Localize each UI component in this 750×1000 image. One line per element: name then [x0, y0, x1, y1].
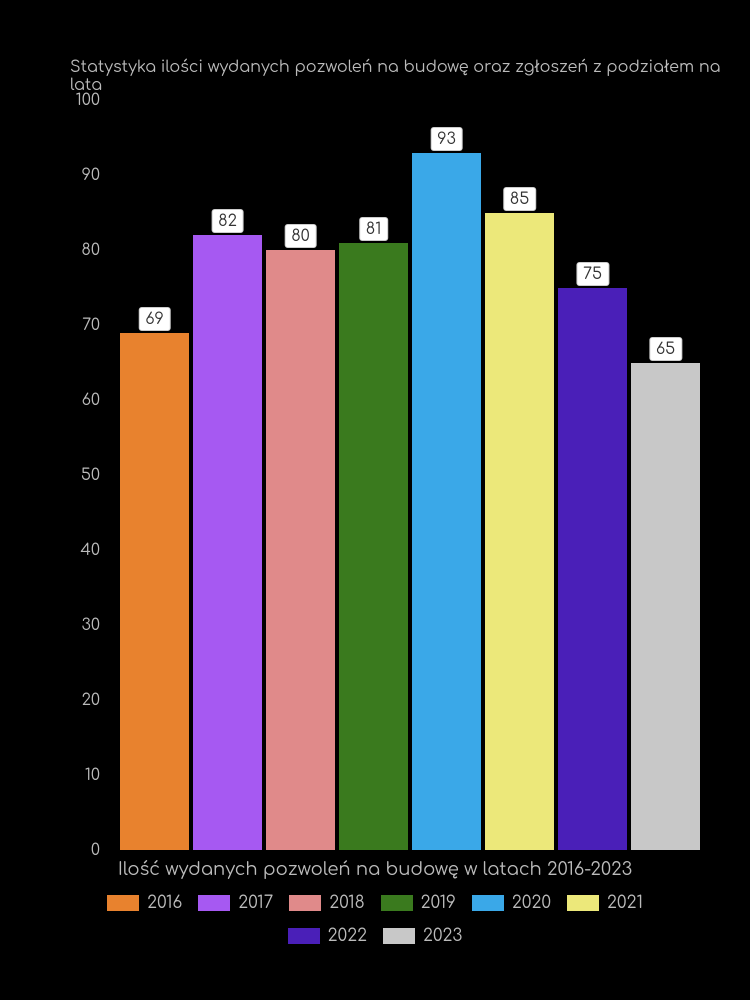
y-tick-label: 70: [82, 316, 100, 334]
legend-swatch: [198, 895, 230, 911]
y-tick-label: 30: [82, 616, 101, 634]
legend-label: 2022: [328, 926, 367, 945]
legend-item-2020: 2020: [472, 893, 551, 912]
y-tick-label: 40: [81, 541, 101, 559]
legend-swatch: [567, 895, 599, 911]
x-axis-label: Ilość wydanych pozwoleń na budowę w lata…: [0, 860, 750, 880]
y-tick-label: 10: [85, 766, 100, 784]
bar-value-label: 82: [211, 209, 244, 233]
bar-value-label: 85: [503, 187, 537, 211]
bar-value-label: 93: [430, 127, 463, 151]
legend-label: 2023: [423, 926, 462, 945]
bar-2021: 85: [485, 213, 554, 851]
bar-2019: 81: [339, 243, 408, 851]
chart-title: Statystyka ilości wydanych pozwoleń na b…: [70, 58, 750, 94]
y-tick-label: 90: [82, 166, 100, 184]
y-tick-label: 0: [91, 841, 100, 859]
bars-group: 6982808193857565: [110, 100, 710, 850]
y-tick-label: 60: [82, 391, 100, 409]
legend-item-2017: 2017: [198, 893, 273, 912]
legend-swatch: [472, 895, 504, 911]
y-axis: 0102030405060708090100: [60, 100, 110, 850]
legend-label: 2019: [421, 893, 456, 912]
legend-item-2018: 2018: [289, 893, 364, 912]
plot-area: 0102030405060708090100 6982808193857565: [110, 100, 710, 850]
bar-2022: 75: [558, 288, 627, 851]
bar-value-label: 80: [284, 224, 317, 248]
bar-value-label: 75: [576, 262, 609, 286]
bar-2020: 93: [412, 153, 481, 851]
y-tick-label: 20: [82, 691, 100, 709]
legend-swatch: [288, 928, 320, 944]
legend-label: 2018: [329, 893, 364, 912]
legend-item-2019: 2019: [381, 893, 456, 912]
legend-swatch: [107, 895, 139, 911]
bar-2023: 65: [631, 363, 700, 851]
bar-value-label: 65: [649, 337, 682, 361]
legend-label: 2020: [512, 893, 551, 912]
legend-label: 2017: [238, 893, 273, 912]
bar-2016: 69: [120, 333, 189, 851]
legend-item-2023: 2023: [383, 926, 462, 945]
legend: 2016 2017 2018 2019 2020 2021 2022 2023: [0, 893, 750, 945]
bar-2018: 80: [266, 250, 335, 850]
legend-swatch: [289, 895, 321, 911]
y-tick-label: 80: [81, 241, 100, 259]
bar-value-label: 81: [359, 217, 389, 241]
legend-label: 2021: [607, 893, 643, 912]
legend-swatch: [383, 928, 415, 944]
y-tick-label: 50: [81, 466, 100, 484]
legend-item-2016: 2016: [107, 893, 182, 912]
bar-value-label: 69: [138, 307, 171, 331]
legend-item-2021: 2021: [567, 893, 643, 912]
legend-label: 2016: [147, 893, 182, 912]
y-tick-label: 100: [76, 91, 100, 109]
legend-swatch: [381, 895, 413, 911]
legend-item-2022: 2022: [288, 926, 367, 945]
bar-2017: 82: [193, 235, 262, 850]
chart-container: Statystyka ilości wydanych pozwoleń na b…: [0, 0, 750, 1000]
